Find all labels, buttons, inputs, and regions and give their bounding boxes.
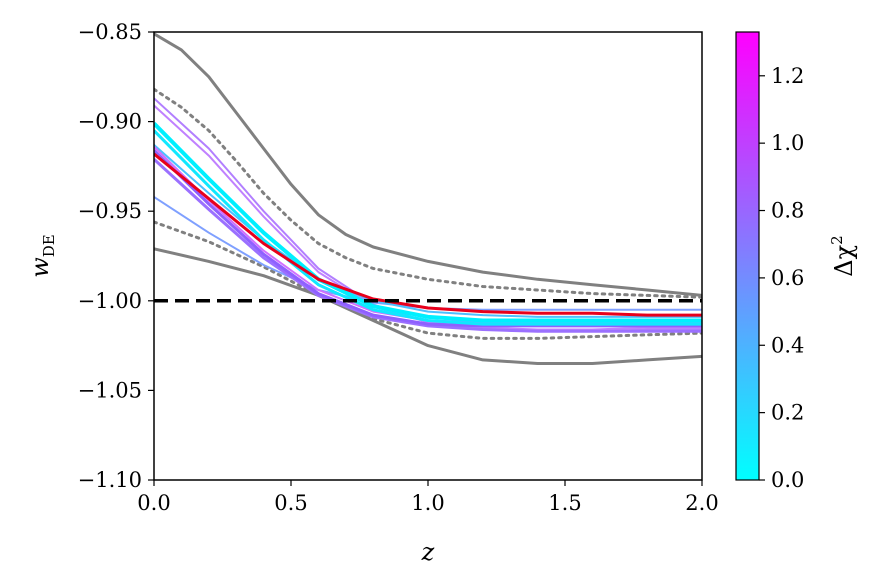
colorbar-tick-label: 0.4 [771,333,804,357]
series-line-dchi2-12 [154,129,702,326]
y-tick-label: −0.90 [78,110,142,134]
series-line-dchi2-11 [154,121,702,323]
series-line-band-outer-lower [154,247,702,365]
colorbar-ticks: 0.0 0.2 0.4 0.6 0.8 1.0 1.2 [759,64,804,492]
y-tick-label: −1.10 [78,468,142,492]
series-line-dchi2-5 [154,104,702,331]
colorbar-tick-label: 1.0 [771,131,804,155]
colorbar: 0.0 0.2 0.4 0.6 0.8 1.0 1.2 Δχ2 [735,31,858,492]
x-tick-label: 0.5 [274,491,307,515]
x-tick-label: 1.5 [548,491,581,515]
series-line-best-fit [154,152,702,317]
plot-frame [153,31,703,481]
y-tick-label: −1.00 [78,289,142,313]
series-line-band-outer-upper [154,32,702,297]
colorbar-label-sup: 2 [828,235,846,245]
colorbar-label: Δχ2 [828,235,858,276]
series-line-dchi2-7 [154,144,702,318]
colorbar-gradient [735,31,760,481]
colorbar-tick-label: 0.6 [771,266,804,290]
y-axis-label-sub: DE [40,234,58,257]
colorbar-tick-label: 0.8 [771,199,804,223]
x-tick-label: 1.0 [411,491,444,515]
x-tick-label: 0.0 [137,491,170,515]
series-line-band-inner-lower [154,220,702,340]
x-tick-label: 2.0 [685,491,718,515]
colorbar-tick-label: 0.2 [771,401,804,425]
y-tick-label: −0.95 [78,199,142,223]
series-layer [154,32,702,365]
x-axis-label: z [421,538,435,566]
series-line-band-inner-upper [154,87,702,299]
y-axis-label: wDE [26,234,58,278]
axes-layer: 0.0 0.5 1.0 1.5 2.0 −0.85 −0.90 −0.95 −1.00 −1.05… [78,20,719,515]
colorbar-tick-label: 0.0 [771,468,804,492]
series-line-dchi2-8 [154,158,702,333]
colorbar-tick-label: 1.2 [771,64,804,88]
y-tick-label: −1.05 [78,378,142,402]
y-tick-label: −0.85 [78,20,142,44]
colorbar-label-main: Δχ [830,244,858,276]
y-axis-label-main: w [26,257,54,278]
series-line-dchi2-9 [154,149,702,328]
